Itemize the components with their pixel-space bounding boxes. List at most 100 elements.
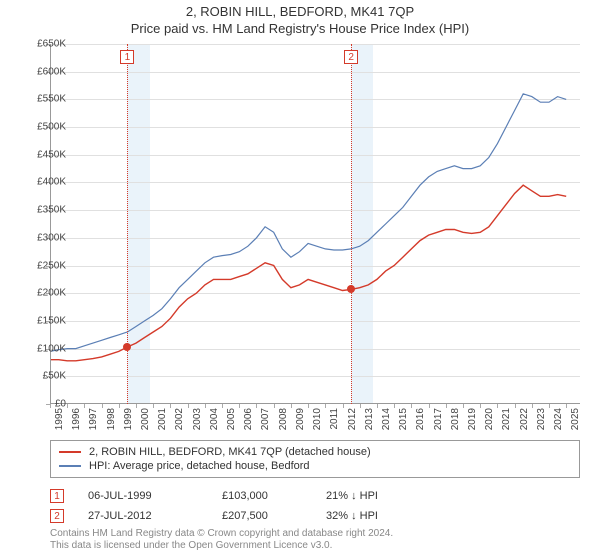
x-axis-label: 2019 [467,408,478,430]
x-tick [360,404,361,408]
x-tick [274,404,275,408]
legend-row-hpi: HPI: Average price, detached house, Bedf… [59,459,571,473]
x-tick [377,404,378,408]
y-axis-label: £350K [37,205,66,216]
x-axis-label: 2005 [226,408,237,430]
x-tick [50,404,51,408]
y-axis-label: £100K [37,343,66,354]
chart-container: 2, ROBIN HILL, BEDFORD, MK41 7QP Price p… [0,0,600,560]
x-axis-label: 1995 [54,408,65,430]
x-axis-label: 2008 [278,408,289,430]
x-axis-label: 2014 [381,408,392,430]
x-tick [308,404,309,408]
x-axis-label: 2016 [415,408,426,430]
x-tick [394,404,395,408]
transaction-delta: 21% ↓ HPI [326,490,426,502]
legend-label-hpi: HPI: Average price, detached house, Bedf… [89,460,310,472]
x-axis-label: 2024 [553,408,564,430]
x-axis-label: 2012 [347,408,358,430]
y-axis-label: £450K [37,149,66,160]
x-axis-label: 2001 [157,408,168,430]
transaction-marker-box: 1 [50,489,64,503]
footnote-line2: This data is licensed under the Open Gov… [50,540,580,552]
legend-swatch-hpi [59,465,81,467]
x-tick [222,404,223,408]
chart-title-address: 2, ROBIN HILL, BEDFORD, MK41 7QP [0,0,600,19]
y-axis-label: £250K [37,260,66,271]
x-axis-label: 2007 [260,408,271,430]
x-axis-label: 2010 [312,408,323,430]
x-tick [84,404,85,408]
x-tick [429,404,430,408]
x-axis-label: 2021 [501,408,512,430]
x-axis-label: 2013 [364,408,375,430]
x-axis-label: 2020 [484,408,495,430]
x-tick [102,404,103,408]
x-axis-label: 1998 [106,408,117,430]
x-tick [446,404,447,408]
x-axis-label: 1996 [71,408,82,430]
marker-dot [123,343,131,351]
y-axis-label: £150K [37,315,66,326]
x-axis-label: 2025 [570,408,581,430]
marker-dot [347,285,355,293]
legend-label-property: 2, ROBIN HILL, BEDFORD, MK41 7QP (detach… [89,446,371,458]
x-tick [205,404,206,408]
transaction-date: 27-JUL-2012 [88,510,198,522]
y-axis-label: £550K [37,94,66,105]
x-axis-label: 2015 [398,408,409,430]
transaction-rows: 1 06-JUL-1999 £103,000 21% ↓ HPI 2 27-JUL-201… [50,486,580,526]
x-axis-label: 1999 [123,408,134,430]
x-tick [325,404,326,408]
x-axis-label: 2004 [209,408,220,430]
x-tick [188,404,189,408]
chart-footnote: Contains HM Land Registry data © Crown c… [50,528,580,552]
y-axis-label: £200K [37,288,66,299]
x-tick [497,404,498,408]
y-axis-label: £650K [37,39,66,50]
chart-legend: 2, ROBIN HILL, BEDFORD, MK41 7QP (detach… [50,440,580,478]
transaction-marker-box: 2 [50,509,64,523]
x-tick [239,404,240,408]
x-axis-label: 2006 [243,408,254,430]
x-tick [119,404,120,408]
marker-box: 1 [120,50,134,64]
x-tick [256,404,257,408]
x-tick [291,404,292,408]
y-axis-label: £300K [37,232,66,243]
x-axis-label: 2023 [536,408,547,430]
transaction-row: 1 06-JUL-1999 £103,000 21% ↓ HPI [50,486,580,506]
x-axis-label: 2000 [140,408,151,430]
x-axis-label: 2003 [192,408,203,430]
y-axis-label: £400K [37,177,66,188]
x-tick [170,404,171,408]
x-tick [515,404,516,408]
x-tick [67,404,68,408]
x-tick [480,404,481,408]
x-axis-label: 1997 [88,408,99,430]
marker-box: 2 [344,50,358,64]
x-axis-label: 2009 [295,408,306,430]
x-tick [463,404,464,408]
x-axis-label: 2002 [174,408,185,430]
legend-row-property: 2, ROBIN HILL, BEDFORD, MK41 7QP (detach… [59,445,571,459]
legend-swatch-property [59,451,81,453]
marker-vline [351,44,352,404]
x-tick [343,404,344,408]
footnote-line1: Contains HM Land Registry data © Crown c… [50,528,580,540]
y-axis-label: £500K [37,122,66,133]
x-tick [136,404,137,408]
transaction-price: £103,000 [222,490,302,502]
transaction-delta: 32% ↓ HPI [326,510,426,522]
x-tick [566,404,567,408]
transaction-price: £207,500 [222,510,302,522]
transaction-date: 06-JUL-1999 [88,490,198,502]
x-axis-label: 2011 [329,408,340,430]
chart-plot-area: 12 [50,44,580,404]
x-tick [549,404,550,408]
x-tick [411,404,412,408]
chart-title-subtitle: Price paid vs. HM Land Registry's House … [0,19,600,40]
x-axis-label: 2017 [433,408,444,430]
transaction-row: 2 27-JUL-2012 £207,500 32% ↓ HPI [50,506,580,526]
y-axis-label: £50K [43,371,66,382]
